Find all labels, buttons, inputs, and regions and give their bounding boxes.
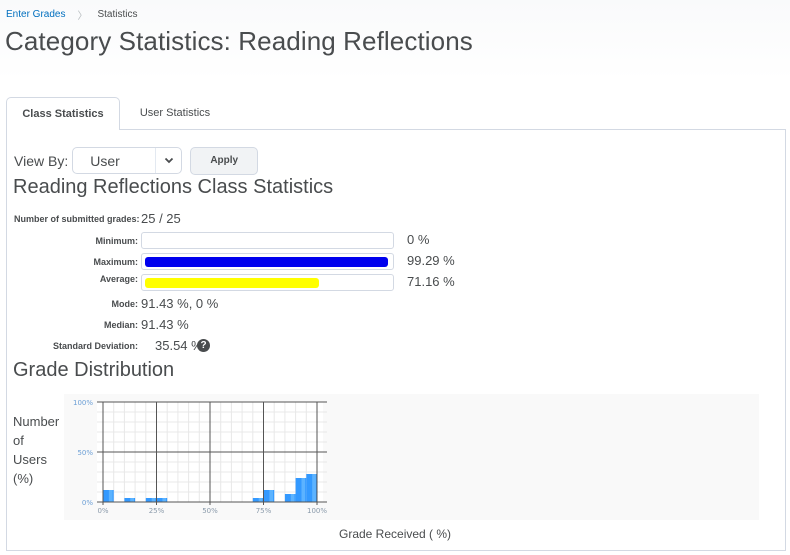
y-axis-title: Number of Users (%) <box>13 412 59 488</box>
breadcrumb-enter-grades[interactable]: Enter Grades <box>6 9 66 20</box>
grade-distribution-chart: 0% 50% 100% 0% 25% 50% 75% 100% <box>73 399 327 515</box>
chevron-right-icon: 〉 <box>77 11 88 22</box>
tab-class-statistics[interactable]: Class Statistics <box>6 97 120 130</box>
y-axis-title-line: Number <box>13 414 60 429</box>
histogram-bar <box>156 498 168 502</box>
submitted-grades-value: 25 / 25 <box>141 211 181 226</box>
page-header: Enter Grades 〉 Statistics Category Stati… <box>0 0 790 80</box>
median-value: 91.43 % <box>141 317 189 332</box>
histogram-bar <box>124 498 136 502</box>
svg-text:0%: 0% <box>97 507 108 515</box>
average-bar <box>141 274 394 291</box>
tab-list: Class Statistics User Statistics <box>6 97 230 130</box>
maximum-value: 99.29 % <box>407 253 455 268</box>
breadcrumb-statistics: Statistics <box>97 9 138 20</box>
svg-text:0%: 0% <box>82 499 93 507</box>
maximum-bar-fill <box>145 257 389 267</box>
breadcrumb: Enter Grades 〉 Statistics <box>6 7 138 22</box>
question-circle-icon[interactable]: ? <box>197 339 210 352</box>
y-axis-title-line: of <box>13 433 24 448</box>
view-by-row: View By: User Apply <box>14 146 259 175</box>
svg-text:50%: 50% <box>202 507 218 515</box>
average-label: Average: <box>99 274 138 284</box>
average-value: 71.16 % <box>407 274 455 289</box>
svg-text:75%: 75% <box>256 507 272 515</box>
submitted-grades-label: Number of submitted grades: <box>14 214 140 224</box>
page-title: Category Statistics: Reading Reflections <box>5 26 473 56</box>
histogram-bar <box>295 478 307 502</box>
histogram-bar <box>263 490 275 502</box>
histogram-bar <box>145 498 157 502</box>
svg-text:25%: 25% <box>149 507 165 515</box>
histogram-bar <box>252 498 264 502</box>
class-statistics-title: Reading Reflections Class Statistics <box>13 176 334 198</box>
chevron-down-icon <box>155 148 181 173</box>
standard-deviation-value: 35.54 % <box>155 338 203 353</box>
minimum-bar <box>141 232 394 249</box>
maximum-label: Maximum: <box>93 257 138 267</box>
tab-user-statistics[interactable]: User Statistics <box>120 97 230 130</box>
svg-text:100%: 100% <box>307 507 327 515</box>
mode-label: Mode: <box>111 299 139 309</box>
y-axis-title-line: Users <box>13 452 47 467</box>
x-axis-title: Grade Received ( %) <box>339 527 452 541</box>
y-axis-title-line: (%) <box>13 471 34 486</box>
maximum-bar <box>141 253 394 270</box>
minimum-value: 0 % <box>407 232 430 247</box>
svg-text:50%: 50% <box>77 449 93 457</box>
histogram-bar <box>306 474 317 502</box>
mode-value: 91.43 %, 0 % <box>141 296 219 311</box>
average-bar-fill <box>145 278 320 288</box>
median-label: Median: <box>103 320 138 330</box>
view-by-select[interactable]: User <box>72 147 183 174</box>
apply-button[interactable]: Apply <box>190 146 259 175</box>
histogram-bar <box>103 490 114 502</box>
view-by-selected-value: User <box>90 152 120 169</box>
histogram-bar <box>284 494 296 502</box>
view-by-label: View By: <box>14 152 69 169</box>
standard-deviation-label: Standard Deviation: <box>52 341 138 351</box>
minimum-label: Minimum: <box>95 236 139 246</box>
svg-text:100%: 100% <box>73 399 93 407</box>
grade-distribution-title: Grade Distribution <box>13 359 175 381</box>
